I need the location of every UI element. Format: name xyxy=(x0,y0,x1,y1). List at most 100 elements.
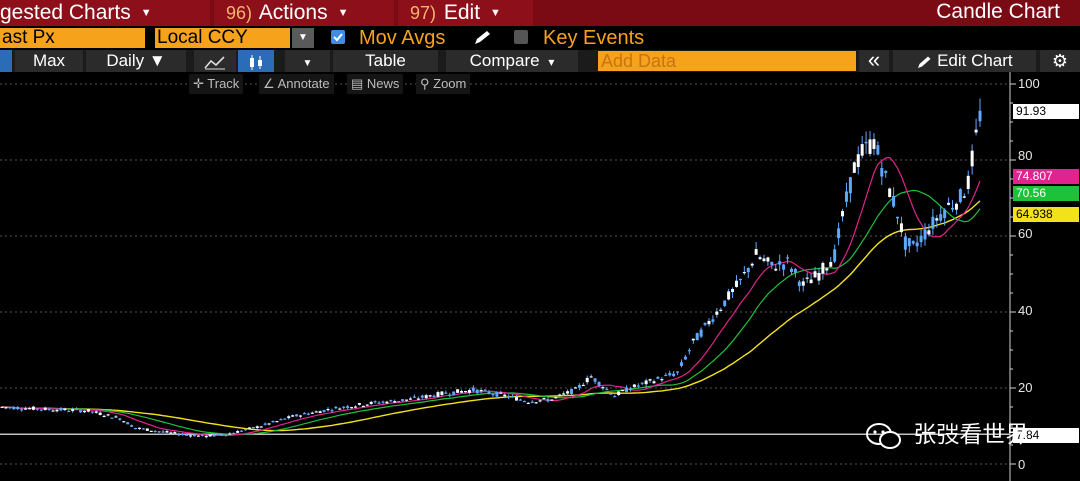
candle-body xyxy=(63,408,67,411)
pen-icon: ∠ xyxy=(263,76,278,91)
candle-body xyxy=(220,434,224,436)
candle-body xyxy=(47,408,51,411)
table-button[interactable]: Table xyxy=(333,50,438,72)
candle-body xyxy=(397,400,401,403)
daily-select[interactable]: Daily ▼ xyxy=(86,50,186,72)
currency-select[interactable]: Local CCY xyxy=(155,28,290,48)
candle-body xyxy=(558,394,562,396)
settings-button[interactable]: ⚙ xyxy=(1040,50,1080,72)
candle-body xyxy=(766,257,770,262)
candle-body xyxy=(872,139,876,149)
candle-body xyxy=(212,434,216,437)
toolbar-left-button[interactable] xyxy=(0,50,12,72)
candle-body xyxy=(255,426,259,429)
candle-body xyxy=(507,396,511,398)
candle-chart-button[interactable] xyxy=(238,50,274,72)
candle-body xyxy=(236,431,240,433)
candle-body xyxy=(605,388,609,391)
annotate-label: Annotate xyxy=(277,76,330,91)
candle-body xyxy=(491,394,495,396)
candle-body xyxy=(365,404,369,406)
annotate-tool[interactable]: ∠ Annotate xyxy=(259,74,334,94)
candle-body xyxy=(267,423,271,425)
candle-body xyxy=(251,426,255,429)
candle-body xyxy=(271,421,275,423)
key-events-checkbox[interactable] xyxy=(514,30,528,44)
candle-body xyxy=(55,409,59,412)
candle-body xyxy=(416,398,420,400)
candle-body xyxy=(401,399,405,401)
candle-body xyxy=(39,409,43,411)
candle-body xyxy=(825,268,829,271)
track-tool[interactable]: ✛ Track xyxy=(189,74,244,94)
y-tick-label: 40 xyxy=(1018,303,1033,318)
candle-body xyxy=(436,392,440,397)
candle-body xyxy=(463,390,467,393)
candle-body xyxy=(632,384,636,388)
candle-body xyxy=(141,428,145,430)
candle-body xyxy=(786,257,790,259)
max-button[interactable]: Max xyxy=(15,50,83,72)
actions-menu[interactable]: 96) Actions ▼ xyxy=(214,0,394,26)
ma-long-price-tag: 64.938 xyxy=(1013,207,1079,222)
candle-body xyxy=(809,279,813,284)
candle-body xyxy=(157,431,161,433)
candle-body xyxy=(114,416,118,418)
line-chart-button[interactable] xyxy=(194,50,236,72)
candle-body xyxy=(833,249,837,262)
edit-number: 97) xyxy=(410,3,437,23)
price-field-select[interactable]: ast Px xyxy=(0,28,145,48)
edit-chart-button[interactable]: Edit Chart xyxy=(893,50,1036,72)
candle-body xyxy=(287,416,291,419)
pencil-icon[interactable] xyxy=(472,29,494,47)
news-tool[interactable]: ▤ News xyxy=(347,74,404,94)
actions-label: Actions xyxy=(258,1,328,24)
chevron-down-icon: ▾ xyxy=(548,55,555,69)
y-tick-label: 60 xyxy=(1018,226,1033,241)
candle-body xyxy=(165,431,169,433)
candle-body xyxy=(852,162,856,173)
candle-body xyxy=(448,394,452,396)
chart-type-dropdown[interactable]: ▼ xyxy=(285,50,330,72)
candle-body xyxy=(471,387,475,391)
candle-body xyxy=(224,434,228,436)
candle-body xyxy=(291,415,295,417)
price-chart[interactable] xyxy=(0,72,1080,481)
candle-body xyxy=(79,410,83,413)
candle-body xyxy=(322,409,326,412)
candle-body xyxy=(24,408,28,410)
candle-body xyxy=(59,407,63,411)
currency-dropdown-button[interactable]: ▼ xyxy=(292,28,314,48)
candle-body xyxy=(389,400,393,402)
collapse-button[interactable]: « xyxy=(859,49,889,72)
candle-body xyxy=(440,391,444,395)
zoom-tool[interactable]: ⚲ Zoom xyxy=(416,74,471,94)
candle-body xyxy=(452,391,456,395)
candle-body xyxy=(577,385,581,388)
candle-body xyxy=(648,379,652,381)
candle-body xyxy=(460,390,464,393)
candle-body xyxy=(927,230,931,235)
candle-body xyxy=(420,395,424,398)
candle-body xyxy=(86,409,90,412)
y-tick-label: 100 xyxy=(1018,76,1040,91)
candle-body xyxy=(118,418,122,420)
compare-button[interactable]: Compare ▾ xyxy=(446,50,578,72)
candle-body xyxy=(715,311,719,315)
candle-body xyxy=(263,423,267,425)
candle-body xyxy=(259,426,263,428)
candle-body xyxy=(8,407,12,409)
magnifier-icon: ⚲ xyxy=(420,76,434,91)
candle-body xyxy=(848,177,852,194)
candle-body xyxy=(880,168,884,177)
mov-avgs-checkbox[interactable] xyxy=(331,30,345,44)
edit-menu[interactable]: 97) Edit ▼ xyxy=(398,0,533,26)
candle-body xyxy=(137,427,141,429)
candle-body xyxy=(770,261,774,266)
candle-body xyxy=(911,241,915,244)
suggested-charts-menu[interactable]: gested Charts ▼ xyxy=(0,0,210,26)
add-data-input[interactable]: Add Data xyxy=(598,51,856,71)
candle-body xyxy=(381,401,385,403)
candle-body xyxy=(192,434,196,437)
candle-body xyxy=(805,277,809,279)
